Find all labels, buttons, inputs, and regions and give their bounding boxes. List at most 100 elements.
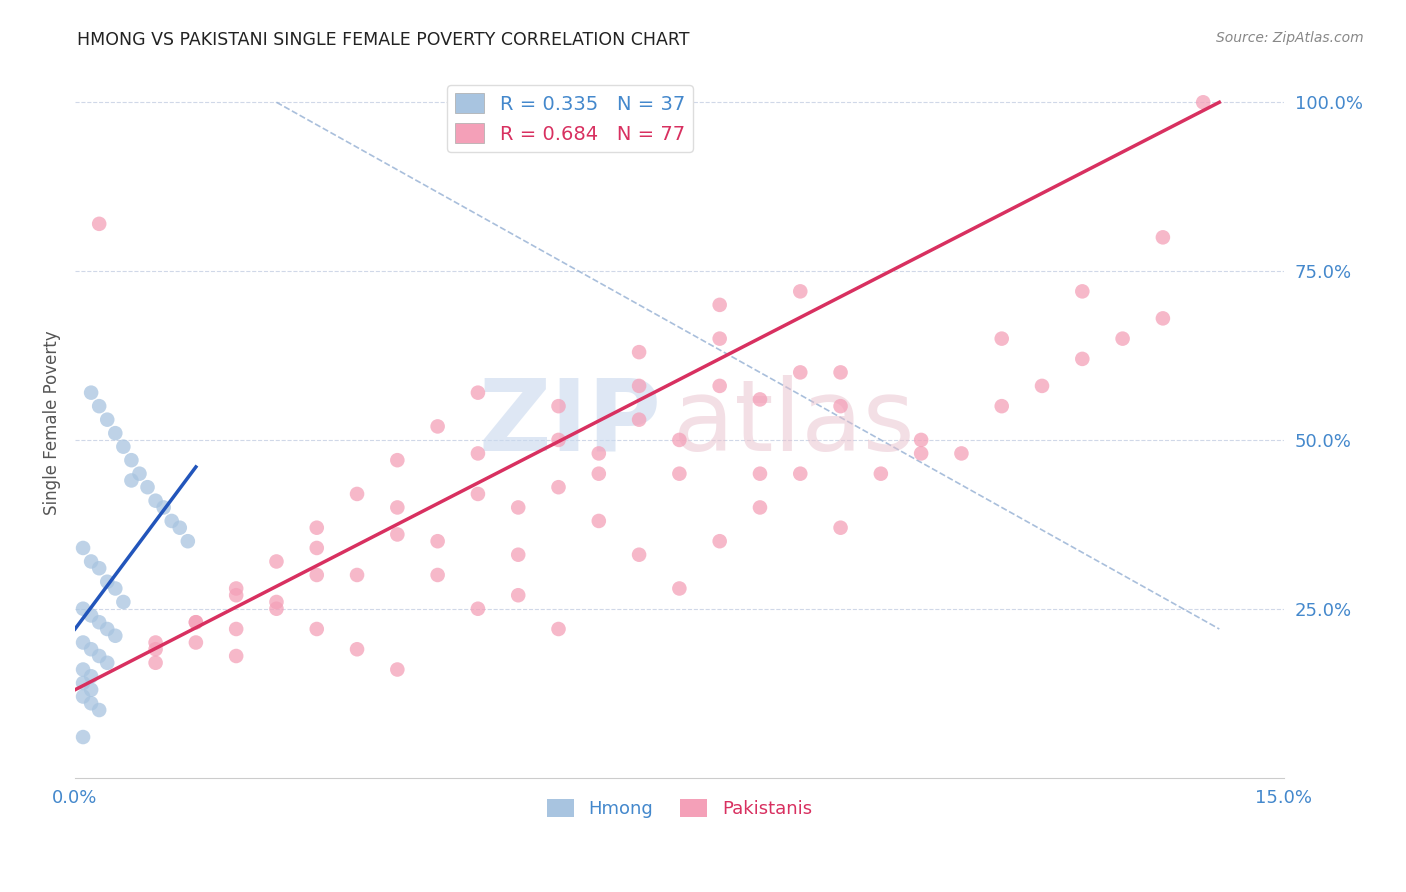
Point [709, 534, 731, 549]
Point [184, 615, 207, 630]
Point [225, 582, 247, 596]
Point [80, 669, 103, 683]
Point [990, 399, 1012, 413]
Point [72, 635, 94, 649]
Point [628, 548, 651, 562]
Point [789, 365, 811, 379]
Point [89, 561, 111, 575]
Point [467, 446, 489, 460]
Point [508, 588, 530, 602]
Point [152, 500, 174, 515]
Point [145, 493, 167, 508]
Point [990, 332, 1012, 346]
Point [112, 595, 135, 609]
Point [789, 467, 811, 481]
Point [346, 487, 368, 501]
Point [80, 682, 103, 697]
Point [508, 500, 530, 515]
Point [89, 615, 111, 630]
Point [749, 500, 772, 515]
Point [184, 615, 207, 630]
Point [830, 365, 852, 379]
Text: Source: ZipAtlas.com: Source: ZipAtlas.com [1216, 31, 1364, 45]
Point [709, 332, 731, 346]
Point [910, 433, 932, 447]
Point [426, 568, 449, 582]
Point [96, 574, 118, 589]
Point [266, 601, 288, 615]
Point [305, 568, 328, 582]
Point [266, 595, 288, 609]
Point [346, 568, 368, 582]
Point [668, 582, 690, 596]
Point [547, 622, 569, 636]
Point [547, 433, 569, 447]
Point [225, 588, 247, 602]
Point [96, 656, 118, 670]
Point [547, 399, 569, 413]
Point [1192, 95, 1215, 110]
Point [104, 582, 127, 596]
Point [169, 521, 191, 535]
Point [628, 345, 651, 359]
Point [869, 467, 891, 481]
Text: HMONG VS PAKISTANI SINGLE FEMALE POVERTY CORRELATION CHART: HMONG VS PAKISTANI SINGLE FEMALE POVERTY… [77, 31, 690, 49]
Point [387, 500, 409, 515]
Y-axis label: Single Female Poverty: Single Female Poverty [44, 331, 60, 516]
Point [426, 419, 449, 434]
Point [387, 453, 409, 467]
Point [749, 467, 772, 481]
Point [145, 656, 167, 670]
Point [104, 629, 127, 643]
Point [72, 601, 94, 615]
Point [120, 453, 142, 467]
Point [136, 480, 159, 494]
Point [628, 379, 651, 393]
Point [80, 608, 103, 623]
Point [749, 392, 772, 407]
Point [225, 648, 247, 663]
Point [668, 467, 690, 481]
Point [467, 487, 489, 501]
Point [709, 298, 731, 312]
Point [145, 642, 167, 657]
Point [305, 521, 328, 535]
Point [120, 474, 142, 488]
Legend: Hmong, Pakistanis: Hmong, Pakistanis [540, 791, 820, 825]
Point [160, 514, 183, 528]
Point [1031, 379, 1053, 393]
Point [1111, 332, 1133, 346]
Point [72, 663, 94, 677]
Point [80, 696, 103, 710]
Point [89, 217, 111, 231]
Point [128, 467, 150, 481]
Text: atlas: atlas [673, 375, 915, 472]
Point [72, 676, 94, 690]
Point [184, 635, 207, 649]
Point [547, 480, 569, 494]
Point [910, 446, 932, 460]
Point [467, 601, 489, 615]
Point [588, 467, 610, 481]
Point [177, 534, 200, 549]
Point [387, 663, 409, 677]
Point [387, 527, 409, 541]
Point [96, 412, 118, 426]
Point [96, 622, 118, 636]
Point [1152, 230, 1174, 244]
Point [1071, 351, 1094, 366]
Point [89, 399, 111, 413]
Point [467, 385, 489, 400]
Point [225, 622, 247, 636]
Point [266, 554, 288, 568]
Point [508, 548, 530, 562]
Point [72, 541, 94, 555]
Point [89, 648, 111, 663]
Point [145, 635, 167, 649]
Point [830, 399, 852, 413]
Point [112, 440, 135, 454]
Point [830, 521, 852, 535]
Point [628, 412, 651, 426]
Point [588, 446, 610, 460]
Point [89, 703, 111, 717]
